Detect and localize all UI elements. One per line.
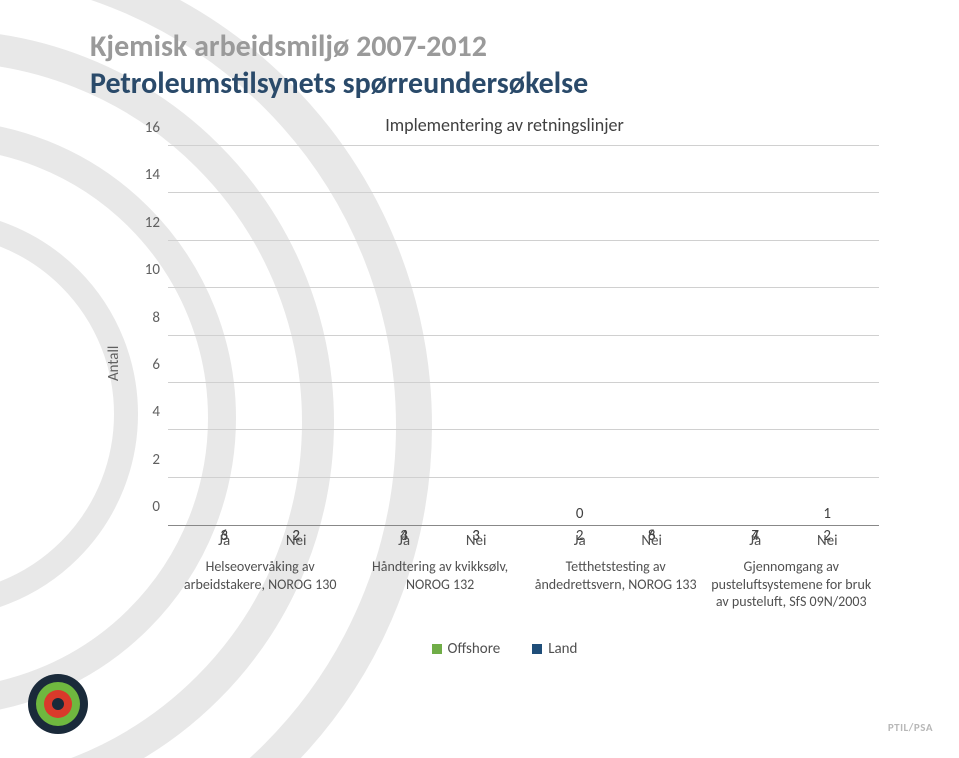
x-group-labels: Ja Nei Gjennomgang av pusteluftsystemene f… [703,528,879,616]
y-tick-label: 6 [130,356,160,374]
y-tick-label: 10 [130,261,160,279]
x-group-title: Helseovervåking av arbeidstakere, NOROG … [168,558,352,593]
x-tick-label: Ja [725,532,785,550]
x-group-labels: Ja Nei Håndtering av kvikksølv, NOROG 132 [352,528,528,616]
gridline [168,145,879,146]
gridline [168,287,879,288]
y-tick-label: 8 [130,309,160,327]
y-axis-label: Antall [105,346,123,381]
plot-area: 6322433320687412 0246810121416 [168,146,879,526]
legend-swatch-land [532,644,542,654]
bar-value-label: 0 [550,505,610,523]
footer-mark: PTIL/PSA [888,721,933,734]
legend-swatch-offshore [432,644,442,654]
x-tick-label: Nei [266,532,326,550]
gridline [168,335,879,336]
gridline [168,382,879,383]
x-group-title: Gjennomgang av pusteluftsystemene for br… [703,558,879,611]
gridline [168,477,879,478]
x-group-labels: Ja Nei Tetthetstesting av åndedrettsvern, … [528,528,704,616]
y-tick-label: 4 [130,403,160,421]
x-group-labels: Ja Nei Helseovervåking av arbeidstakere, N… [168,528,352,616]
ptil-logo [28,674,88,734]
chart-title: Implementering av retningslinjer [90,114,919,136]
legend: Offshore Land [120,640,889,658]
x-tick-label: Nei [797,532,857,550]
y-tick-label: 12 [130,214,160,232]
legend-item-offshore: Offshore [432,640,501,658]
y-tick-label: 16 [130,119,160,137]
y-tick-label: 0 [130,498,160,516]
y-tick-label: 2 [130,451,160,469]
x-group-title: Håndtering av kvikksølv, NOROG 132 [352,558,528,593]
gridline [168,429,879,430]
x-tick-label: Ja [194,532,254,550]
x-tick-label: Ja [550,532,610,550]
slide-title-line2: Petroleumstilsynets spørreundersøkelse [90,65,919,102]
legend-label-offshore: Offshore [448,640,501,658]
bar-group: 7412 [703,146,879,525]
y-tick-label: 14 [130,166,160,184]
bar-value-label: 1 [797,505,857,523]
x-tick-label: Nei [622,532,682,550]
gridline [168,240,879,241]
bar-group: 2068 [528,146,704,525]
chart: Antall 6322433320687412 0246810121416 Ja… [120,146,889,616]
bar-group: 6322 [168,146,352,525]
x-group-title: Tetthetstesting av åndedrettsvern, NOROG… [528,558,704,593]
bar-group: 4333 [352,146,528,525]
slide-title-line1: Kjemisk arbeidsmiljø 2007-2012 [90,28,919,65]
x-tick-label: Ja [374,532,434,550]
legend-label-land: Land [548,640,577,658]
legend-item-land: Land [532,640,577,658]
gridline [168,192,879,193]
x-tick-label: Nei [446,532,506,550]
